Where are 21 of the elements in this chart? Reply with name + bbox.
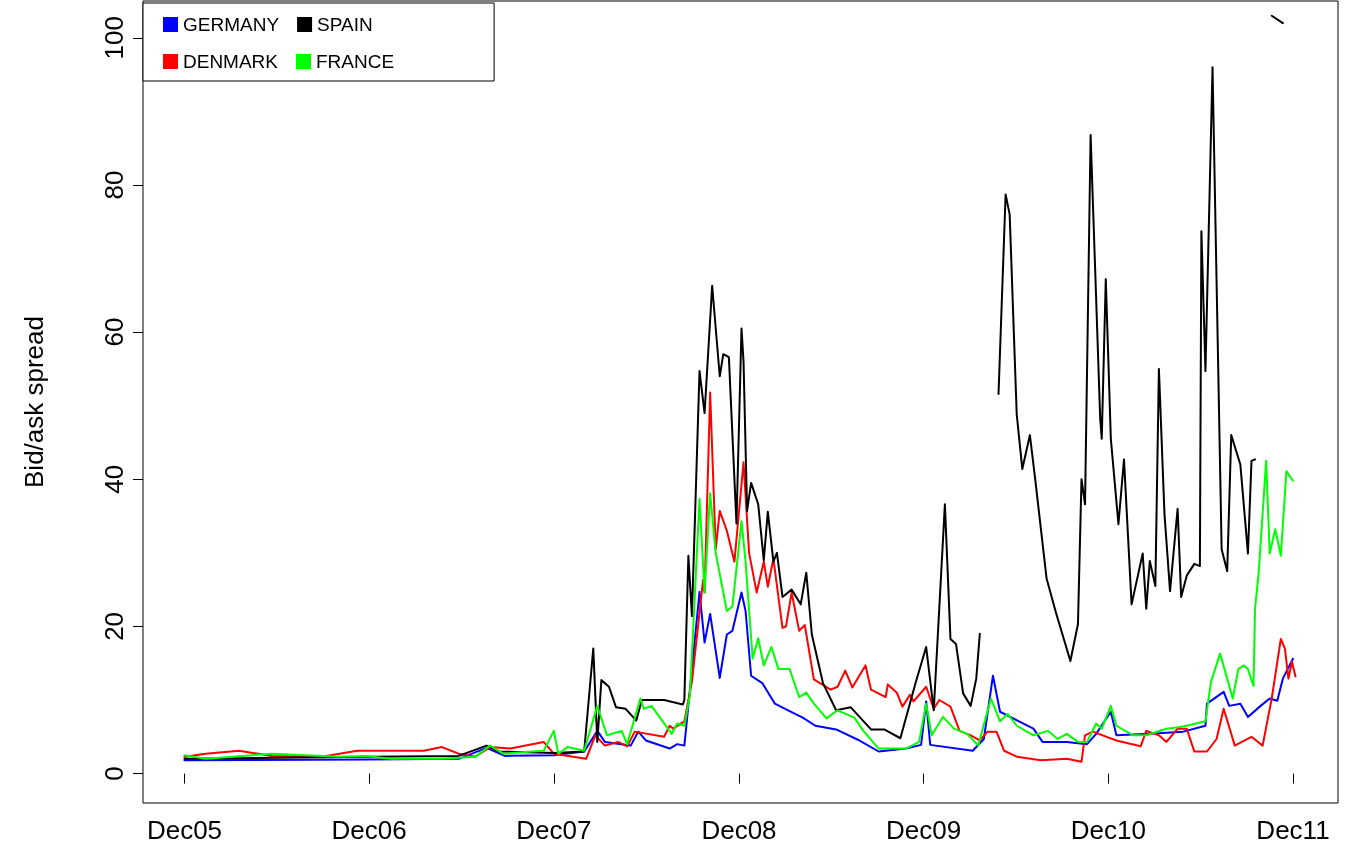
y-axis-title: Bid/ask spread — [19, 316, 49, 488]
line-series — [183, 459, 1294, 760]
y-tick-label: 20 — [99, 611, 129, 641]
legend-label: SPAIN — [317, 14, 373, 35]
y-tick-label: 60 — [99, 317, 129, 347]
legend-label: DENMARK — [183, 51, 279, 72]
x-tick-label: Dec10 — [1070, 815, 1146, 845]
legend-label: GERMANY — [183, 14, 280, 35]
x-tick-label: Dec09 — [886, 815, 962, 845]
y-tick-label: 40 — [99, 464, 129, 494]
y-tick-label: 80 — [99, 170, 129, 200]
x-tick-label: Dec08 — [701, 815, 777, 845]
y-tick-label: 0 — [99, 766, 129, 781]
x-tick-label: Dec07 — [516, 815, 592, 845]
x-tick-label: Dec06 — [331, 815, 407, 845]
line-series — [183, 590, 1294, 762]
legend-label: FRANCE — [316, 51, 395, 72]
y-tick-label: 100 — [99, 16, 129, 60]
x-tick-label: Dec05 — [146, 815, 223, 845]
line-series — [183, 391, 1297, 763]
x-tick-label: Dec11 — [1256, 815, 1330, 845]
